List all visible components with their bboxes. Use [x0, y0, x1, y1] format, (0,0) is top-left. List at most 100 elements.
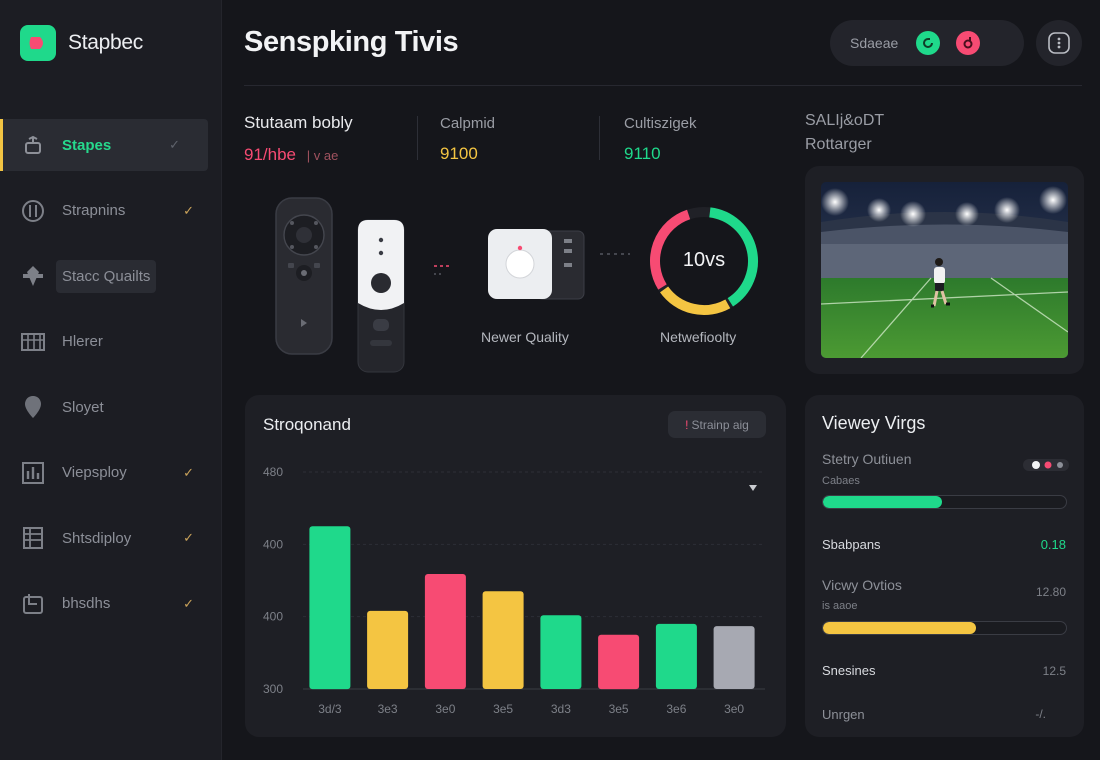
sidebar-item-label: Shtsdiploy — [62, 529, 132, 547]
gauge-segment-pink — [650, 209, 691, 290]
progress-track — [822, 495, 1067, 509]
sidebar-item-label: Hlerer — [62, 333, 103, 350]
app-logo-icon — [20, 25, 56, 61]
move-icon — [20, 263, 46, 289]
chart-bar[interactable] — [367, 610, 409, 689]
chart-bar[interactable] — [540, 615, 582, 689]
stadium-image — [821, 182, 1068, 358]
stat-label: Cultiszigek — [624, 115, 697, 132]
sidebar-item-hlerer[interactable]: Hlerer — [0, 316, 222, 368]
more-button[interactable] — [1036, 20, 1082, 66]
header-divider — [244, 85, 1082, 86]
y-tick-label: 480 — [263, 465, 283, 479]
sidebar-item-stacc-quailts[interactable]: Stacc Quailts — [0, 250, 222, 302]
check-icon: ✓ — [169, 137, 180, 152]
chart-bar[interactable] — [655, 623, 697, 689]
row-value: 12.80 — [1035, 585, 1066, 599]
grid-icon — [20, 329, 46, 355]
sidebar-item-label: bhsdhs — [62, 595, 111, 612]
stat-value: 9100 — [440, 144, 478, 163]
chip-label: Strainp aig — [691, 417, 749, 432]
sidebar-item-label: Viepsploy — [62, 464, 127, 481]
stat-label: Stutaam bobly — [244, 113, 353, 132]
chart-filter-chip[interactable]: ! Strainp aig — [668, 411, 766, 438]
connector-icon — [434, 265, 450, 275]
row-label: Stetry Outiuen — [822, 451, 912, 467]
chart-bar[interactable] — [482, 591, 524, 689]
brand[interactable]: Stapbec — [20, 25, 143, 61]
stat-third: Cultiszigek 9110 — [624, 115, 697, 164]
row-sublabel: is aaoe — [822, 600, 858, 612]
check-icon: ✓ — [183, 530, 194, 545]
sidebar: Stapbec Stapes ✓ Strapnins ✓ Stacc Quail… — [0, 0, 222, 760]
stat-sublabel: Rottarger — [805, 136, 872, 153]
stat-divider — [417, 116, 418, 160]
y-tick-label: 400 — [263, 610, 283, 624]
record-icon[interactable] — [956, 31, 981, 55]
sidebar-item-viepsploy[interactable]: Viepsploy ✓ — [0, 447, 222, 499]
row-value: 12.5 — [1042, 664, 1066, 678]
stat-main: Stutaam bobly 91/hbe | v ae — [244, 113, 353, 165]
remote-controls-icon — [275, 197, 405, 373]
app-name: Stapbec — [68, 31, 143, 54]
gauge-segment-green — [709, 207, 758, 307]
chart-bar[interactable] — [598, 634, 640, 690]
sidebar-item-label: Stapes — [62, 136, 112, 154]
layers-icon — [20, 591, 46, 617]
x-tick-label: 3d3 — [551, 702, 571, 716]
row-label: Sbabpans — [822, 537, 881, 552]
x-tick-label: 3d/3 — [318, 702, 342, 716]
sidebar-item-stapes[interactable]: Stapes ✓ — [0, 119, 208, 171]
chart-title: Stroqonand — [263, 415, 351, 434]
row-value: 0.18 — [1040, 537, 1066, 552]
chart-bar[interactable] — [424, 574, 466, 689]
panel-title: Viewey Virgs — [822, 413, 926, 433]
connector-icon — [600, 253, 630, 255]
sidebar-item-label: Stacc Quailts — [56, 259, 157, 293]
header-status-pill: Sdaeae — [830, 20, 1024, 66]
shield-icon — [20, 198, 46, 224]
sidebar-nav: Stapes ✓ Strapnins ✓ Stacc Quailts Hlere… — [0, 119, 222, 643]
check-icon: ✓ — [183, 464, 194, 480]
refresh-icon[interactable] — [916, 31, 941, 55]
viewer-panel — [805, 395, 1084, 737]
chart-grid-icon — [20, 460, 46, 486]
stat-second: Calpmid 9100 — [440, 115, 495, 164]
stat-divider — [599, 116, 600, 160]
row-label: Unrgen — [822, 707, 865, 722]
gauge-value: 10vs — [682, 249, 726, 271]
pin-icon — [20, 394, 46, 420]
plant-icon — [20, 132, 46, 158]
device-icon — [488, 229, 585, 300]
stat-value-secondary: | v ae — [306, 148, 339, 163]
chip-dot-icon: ! — [685, 417, 689, 432]
gauge-caption: Netwefioolty — [660, 329, 737, 345]
x-tick-label: 3e6 — [666, 702, 686, 716]
stat-value: 9110 — [624, 144, 661, 163]
row-sublabel: Cabaes — [822, 475, 860, 487]
sidebar-item-strapnins[interactable]: Strapnins ✓ — [0, 185, 222, 237]
check-icon: ✓ — [183, 202, 194, 218]
chart-bar[interactable] — [309, 526, 351, 690]
gauge-segment-yellow — [660, 286, 731, 315]
status-label: Sdaeae — [850, 35, 899, 51]
sidebar-item-sloyet[interactable]: Sloyet — [0, 381, 222, 433]
sidebar-item-label: Sloyet — [62, 398, 104, 416]
check-icon: ✓ — [183, 595, 194, 611]
row-label: Snesines — [822, 663, 876, 678]
y-tick-label: 300 — [263, 682, 283, 696]
x-tick-label: 3e3 — [378, 702, 398, 716]
dropdown-icon[interactable] — [749, 485, 757, 491]
x-tick-label: 3e0 — [435, 702, 455, 716]
sidebar-item-bhsdhs[interactable]: bhsdhs ✓ — [0, 578, 222, 630]
stat-value: 91/hbe | v ae — [244, 145, 353, 165]
sidebar-item-shtsdiploy[interactable]: Shtsdiploy ✓ — [0, 512, 222, 564]
toggle-icon[interactable] — [1022, 458, 1070, 472]
document-icon — [20, 525, 46, 551]
progress-track — [822, 621, 1067, 635]
chart-bar[interactable] — [713, 626, 755, 689]
network-gauge — [650, 207, 758, 315]
stat-label: SALIj&oDT — [805, 112, 885, 129]
y-tick-label: 400 — [263, 537, 283, 551]
row-label: Vicwy Ovtios — [822, 577, 902, 593]
